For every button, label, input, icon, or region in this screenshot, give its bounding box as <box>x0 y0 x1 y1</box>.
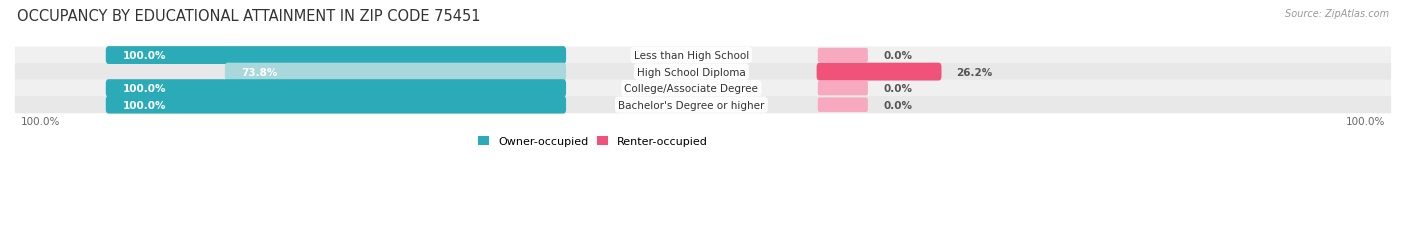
Text: 100.0%: 100.0% <box>122 100 166 110</box>
Legend: Owner-occupied, Renter-occupied: Owner-occupied, Renter-occupied <box>474 132 713 151</box>
FancyBboxPatch shape <box>818 49 868 63</box>
Text: Bachelor's Degree or higher: Bachelor's Degree or higher <box>619 100 765 110</box>
Text: 0.0%: 0.0% <box>883 51 912 61</box>
Text: 100.0%: 100.0% <box>122 84 166 94</box>
FancyBboxPatch shape <box>15 80 1391 97</box>
Text: 0.0%: 0.0% <box>883 84 912 94</box>
Text: 26.2%: 26.2% <box>956 67 993 77</box>
FancyBboxPatch shape <box>105 80 567 98</box>
FancyBboxPatch shape <box>818 98 868 112</box>
FancyBboxPatch shape <box>15 64 1391 81</box>
Text: 0.0%: 0.0% <box>883 100 912 110</box>
Text: 100.0%: 100.0% <box>122 51 166 61</box>
FancyBboxPatch shape <box>105 96 567 114</box>
Text: OCCUPANCY BY EDUCATIONAL ATTAINMENT IN ZIP CODE 75451: OCCUPANCY BY EDUCATIONAL ATTAINMENT IN Z… <box>17 9 481 24</box>
Text: High School Diploma: High School Diploma <box>637 67 745 77</box>
FancyBboxPatch shape <box>818 82 868 96</box>
Text: Less than High School: Less than High School <box>634 51 749 61</box>
FancyBboxPatch shape <box>817 63 942 81</box>
Text: 100.0%: 100.0% <box>1346 116 1385 126</box>
FancyBboxPatch shape <box>15 47 1391 64</box>
Text: 100.0%: 100.0% <box>21 116 60 126</box>
Text: College/Associate Degree: College/Associate Degree <box>624 84 758 94</box>
Text: Source: ZipAtlas.com: Source: ZipAtlas.com <box>1285 9 1389 19</box>
Text: 73.8%: 73.8% <box>242 67 278 77</box>
FancyBboxPatch shape <box>105 47 567 65</box>
FancyBboxPatch shape <box>225 63 567 81</box>
FancyBboxPatch shape <box>15 97 1391 114</box>
